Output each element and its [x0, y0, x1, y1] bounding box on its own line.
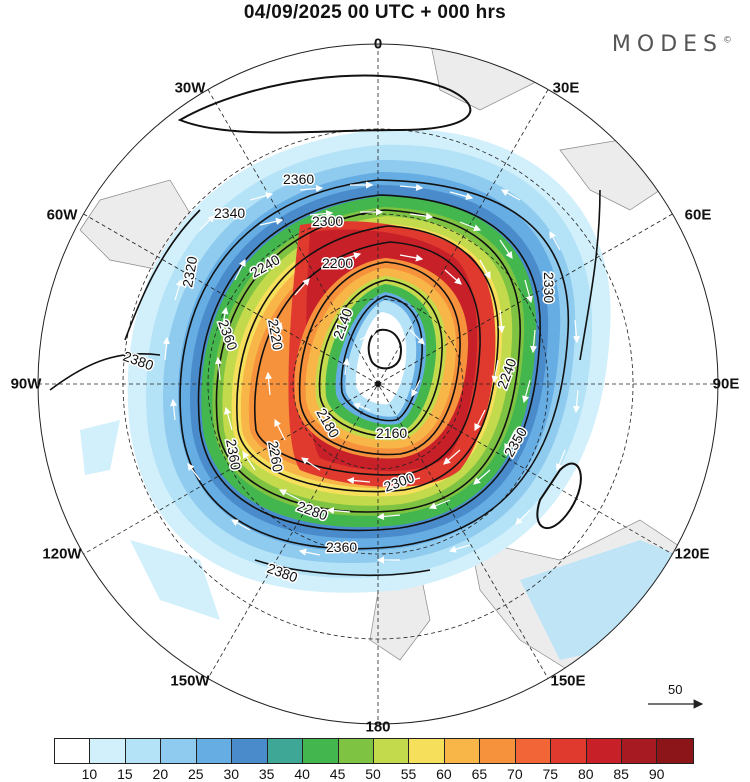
colorbar-swatch	[55, 739, 91, 763]
colorbar-ticks: 10 15 20 25 30 35 40 45 50 55 60 65 70 75 80 85 90	[54, 766, 694, 782]
colorbar-swatch	[657, 739, 693, 763]
map-boundary	[37, 43, 719, 725]
colorbar-swatch	[409, 739, 445, 763]
colorbar-swatch	[444, 739, 481, 763]
colorbar-tick-label: 40	[294, 766, 310, 782]
colorbar-tick-label: 90	[648, 766, 665, 782]
map-title: 04/09/2025 00 UTC + 000 hrs	[243, 2, 507, 23]
colorbar-swatch	[480, 739, 516, 763]
colorbar-tick-label: 65	[471, 766, 488, 782]
colorbar-swatch	[125, 739, 162, 763]
colorbar-tick-label: 70	[507, 766, 523, 782]
colorbar-swatch	[515, 739, 552, 763]
lon-label-30e: 30E	[552, 79, 580, 97]
lon-label-0: 0	[373, 35, 383, 53]
colorbar-tick-label: 30	[223, 766, 240, 782]
colorbar-swatch	[232, 739, 268, 763]
contour-label: 2360	[283, 171, 314, 187]
colorbar-tick-label: 20	[152, 766, 169, 782]
brand-logo: MODES©	[611, 32, 732, 57]
colorbar-tick-label: 35	[258, 766, 275, 782]
colorbar-swatch	[196, 739, 233, 763]
colorbar-tick-label: 50	[365, 766, 381, 782]
pole-marker	[375, 381, 381, 387]
contour-label: 2360	[326, 539, 357, 555]
colorbar-tick-label: 15	[117, 766, 133, 782]
lon-label-30w: 30W	[174, 79, 206, 97]
colorbar-swatch	[622, 739, 658, 763]
colorbar-swatch	[161, 739, 197, 763]
colorbar-tick-label: 45	[329, 766, 346, 782]
colorbar-tick-label: 80	[577, 766, 594, 782]
wind-vectors	[162, 181, 581, 564]
colorbar-tick-label: 10	[81, 766, 98, 782]
contour-label: 2300	[312, 213, 343, 229]
lon-label-150e: 150E	[550, 672, 586, 690]
reference-vector-value: 50	[668, 682, 683, 697]
contour-label: 2160	[376, 425, 407, 441]
lon-label-120w: 120W	[42, 545, 82, 563]
colorbar-swatch	[267, 739, 304, 763]
height-contours	[49, 74, 601, 577]
lon-label-60e: 60E	[684, 206, 712, 224]
contour-label: 2330	[541, 272, 557, 303]
colorbar-swatch	[373, 739, 410, 763]
contour-label: 2200	[322, 255, 353, 271]
colorbar-tick-label: 75	[542, 766, 559, 782]
lon-label-60w: 60W	[46, 206, 78, 224]
colorbar-tick-label: 55	[400, 766, 417, 782]
colorbar	[54, 738, 694, 764]
lon-label-120e: 120E	[674, 545, 710, 563]
lon-label-150w: 150W	[170, 672, 210, 690]
colorbar-tick-label: 25	[188, 766, 204, 782]
colorbar-swatch	[303, 739, 339, 763]
lon-label-90w: 90W	[10, 375, 42, 393]
lon-label-90e: 90E	[712, 375, 740, 393]
contour-label: 2340	[214, 205, 245, 221]
colorbar-swatch	[90, 739, 126, 763]
lon-label-180: 180	[365, 718, 391, 736]
colorbar-swatch	[338, 739, 374, 763]
colorbar-swatch	[586, 739, 622, 763]
colorbar-tick-label: 60	[436, 766, 452, 782]
contour-label: 2220	[265, 318, 286, 352]
colorbar-tick-label: 85	[613, 766, 629, 782]
colorbar-swatch	[551, 739, 587, 763]
